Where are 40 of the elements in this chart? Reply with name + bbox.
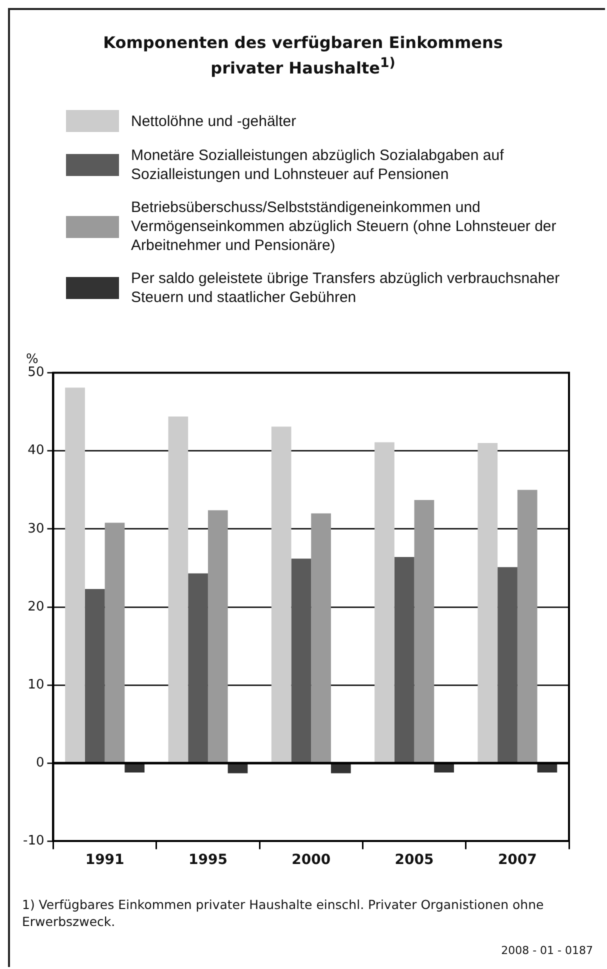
legend-label: Monetäre Sozialleistungen abzüglich Sozialabgaben auf Sozialleistungen und Lohnsteuer auf Pensionen bbox=[131, 146, 505, 184]
bar bbox=[517, 490, 538, 762]
text: 1) Verfügbares Einkommen privater Haushalte einschl. Privater Organistionen ohne Erwerbszweck. bbox=[22, 896, 545, 930]
bar bbox=[228, 764, 248, 774]
bar bbox=[168, 416, 188, 762]
y-axis-title: % bbox=[26, 352, 38, 367]
bar bbox=[104, 522, 125, 762]
legend-label: Nettolöhne und -gehälter bbox=[131, 112, 296, 130]
bar bbox=[498, 567, 518, 762]
y-tick-label: 50 bbox=[28, 365, 44, 380]
legend-label: Per saldo geleistete übrige Transfers abzüglich verbrauchsnaher Steuern und staatlicher Gebühren bbox=[131, 269, 561, 307]
chart-title: Komponenten des verfügbaren Einkommens privater Haushalte$^{1)}$ bbox=[103, 32, 503, 78]
legend-label: Betriebsüberschuss/Selbstständigeneinkommen und Vermögenseinkommen abzüglich Steuern (ohne Lohnsteuer der Arbeitnehmer und Pensionäre) bbox=[131, 198, 558, 255]
bar bbox=[208, 510, 228, 762]
bar bbox=[374, 442, 394, 762]
y-tick-label: -10 bbox=[23, 834, 44, 849]
y-tick-label: 30 bbox=[28, 521, 44, 536]
bar bbox=[537, 764, 558, 772]
bar bbox=[84, 589, 105, 762]
bar bbox=[414, 500, 434, 762]
bar bbox=[311, 513, 331, 762]
bar bbox=[291, 558, 312, 762]
x-tick-label: 1991 bbox=[85, 852, 124, 868]
bar bbox=[394, 557, 414, 762]
bar bbox=[478, 443, 498, 762]
y-tick-label: 40 bbox=[28, 443, 44, 458]
y-tick-label: 20 bbox=[28, 599, 44, 614]
x-tick-label: 2005 bbox=[394, 852, 434, 868]
x-tick-label: 2007 bbox=[498, 852, 537, 868]
x-tick-label: 1995 bbox=[188, 852, 228, 868]
bar bbox=[330, 764, 351, 774]
bar bbox=[65, 388, 85, 762]
y-tick-label: 0 bbox=[36, 756, 44, 771]
bar bbox=[434, 764, 454, 772]
y-tick-label: 10 bbox=[28, 677, 44, 692]
text: 2008 - 01 - 0187 bbox=[501, 944, 593, 957]
bar bbox=[188, 573, 208, 762]
x-tick-label: 2000 bbox=[292, 852, 331, 868]
bar bbox=[124, 764, 145, 772]
bar bbox=[271, 426, 292, 762]
